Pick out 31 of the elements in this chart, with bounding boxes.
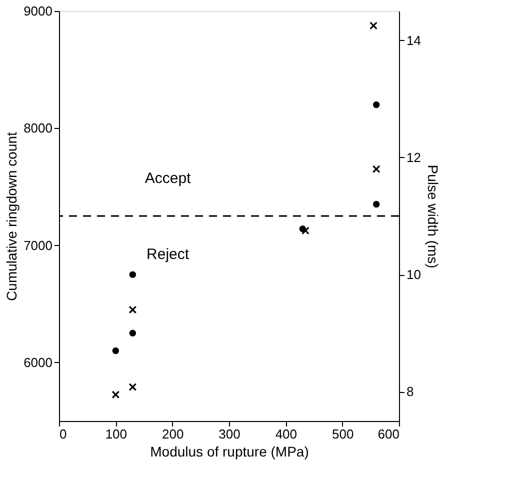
x-tick-label: 100 (105, 426, 128, 442)
y2-tick-label: 12 (406, 150, 421, 165)
x-tick-label: 200 (162, 426, 184, 442)
x-axis-title: Modulus of rupture (MPa) (150, 444, 309, 460)
point (128, 306, 137, 314)
y-tick-label: 8000 (24, 120, 52, 136)
point (112, 347, 120, 354)
point (302, 226, 310, 235)
x-tick-label: 0 (60, 426, 67, 442)
y-axis-title: Cumulative ringdown count (4, 132, 20, 301)
y2-tick-label: 10 (406, 267, 421, 282)
x-tick-label: 500 (332, 426, 354, 442)
point (129, 271, 136, 278)
x-tick-label: 600 (378, 426, 400, 442)
y2-tick-label: 14 (406, 32, 421, 48)
point (128, 383, 137, 391)
point (370, 22, 378, 30)
point (372, 200, 380, 208)
annotation: Reject (146, 246, 190, 263)
y-tick-label: 9000 (24, 4, 52, 18)
point (372, 101, 380, 108)
y2-tick-label: 8 (406, 384, 414, 400)
annotation: Accept (144, 170, 192, 187)
y-tick-label: 6000 (24, 354, 52, 370)
x-tick-label: 400 (275, 426, 298, 442)
y-tick-label: 7000 (24, 238, 52, 253)
y2-axis-title: Pulse width (ms) (424, 164, 441, 268)
x-tick-label: 300 (218, 426, 240, 442)
point (372, 165, 380, 174)
point (112, 390, 120, 399)
point (129, 330, 136, 336)
